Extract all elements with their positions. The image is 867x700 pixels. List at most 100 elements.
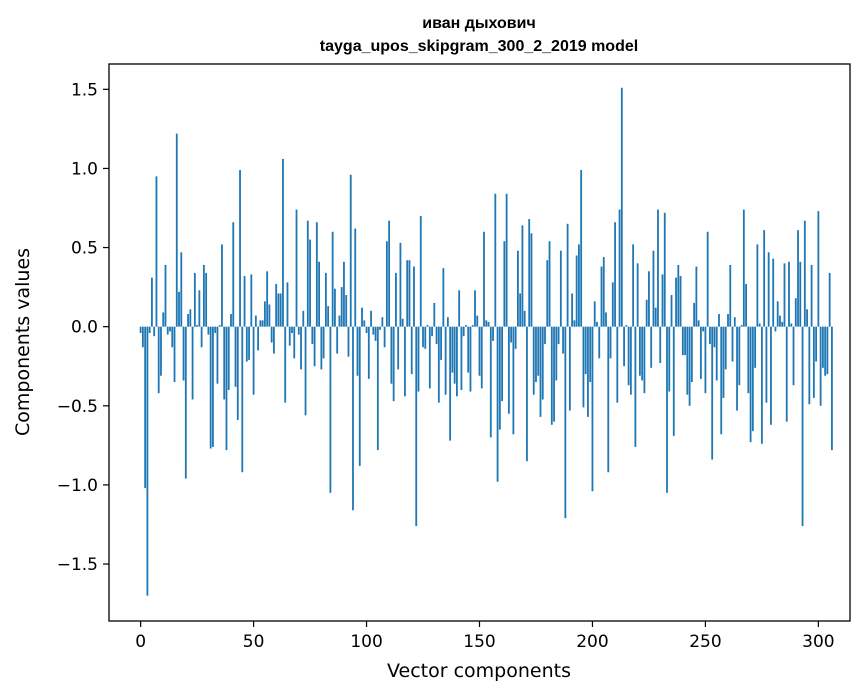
bar-component-185	[557, 326, 560, 345]
bar-component-12	[166, 326, 169, 335]
bar-component-45	[241, 326, 244, 473]
bar-component-256	[718, 314, 720, 327]
bar-component-252	[709, 326, 711, 345]
bar-component-34	[216, 326, 219, 384]
bar-component-187	[562, 326, 564, 354]
bar-component-271	[751, 326, 754, 432]
bar-component-111	[390, 326, 393, 384]
bar-component-138	[451, 326, 454, 373]
bar-component-112	[392, 326, 395, 402]
bar-component-260	[727, 314, 729, 327]
bar-component-167	[517, 250, 519, 327]
bar-component-104	[374, 326, 377, 341]
bar-component-219	[634, 326, 637, 447]
bar-component-228	[654, 307, 657, 327]
bar-component-143	[462, 326, 465, 337]
bar-component-17	[178, 291, 180, 327]
bar-component-76	[311, 326, 314, 345]
bar-component-222	[641, 326, 644, 381]
bar-component-107	[381, 317, 384, 327]
bar-component-118	[406, 260, 409, 327]
bar-component-119	[408, 260, 411, 327]
bar-component-230	[659, 326, 662, 364]
bar-component-276	[763, 230, 766, 327]
bar-component-100	[365, 326, 368, 334]
bar-component-295	[806, 309, 808, 327]
bar-component-283	[779, 315, 781, 327]
y-tick-label: −0.5	[57, 397, 98, 417]
bar-component-39	[227, 326, 230, 390]
bar-component-207	[607, 326, 610, 473]
bar-component-4	[148, 326, 151, 334]
bar-component-58	[270, 326, 273, 343]
bar-component-191	[571, 293, 574, 327]
ticks-layer: 0 50 100 150 200 250 300 −1.5 −1.0 −0.5 0.0 0.5 1.0 1…	[57, 80, 835, 652]
bar-component-227	[652, 250, 655, 327]
bar-component-105	[376, 326, 379, 451]
bar-component-176	[537, 326, 540, 376]
bar-component-75	[309, 239, 311, 327]
x-tick-label: 300	[802, 632, 834, 652]
bar-component-37	[223, 326, 226, 400]
bar-component-29	[205, 272, 208, 327]
bar-component-178	[541, 326, 544, 400]
bar-component-294	[803, 220, 806, 327]
bar-component-189	[566, 223, 569, 327]
bar-component-140	[456, 326, 458, 397]
bar-component-198	[587, 326, 589, 417]
y-tick-label: 0.0	[71, 318, 98, 338]
bar-component-2	[144, 326, 147, 489]
bar-component-285	[783, 263, 786, 327]
bar-component-131	[435, 326, 438, 345]
bar-component-229	[657, 209, 659, 327]
bar-component-215	[625, 325, 628, 327]
bar-component-186	[559, 250, 562, 327]
bar-component-195	[580, 170, 583, 327]
bar-component-255	[715, 326, 718, 381]
bar-component-109	[385, 241, 388, 327]
bar-component-142	[460, 326, 463, 390]
bar-component-9	[160, 326, 162, 376]
bar-component-244	[690, 326, 693, 383]
bar-component-155	[489, 326, 492, 438]
bar-component-150	[478, 326, 481, 376]
bar-component-278	[767, 252, 770, 327]
bar-component-46	[243, 276, 246, 327]
bar-component-157	[494, 193, 497, 327]
bar-component-272	[754, 326, 757, 368]
bar-component-159	[498, 326, 501, 430]
bar-component-284	[781, 321, 784, 327]
bar-component-218	[632, 244, 635, 327]
bar-component-220	[636, 263, 639, 327]
bar-component-114	[397, 326, 400, 370]
bar-component-290	[794, 298, 797, 327]
y-tick-label: 1.5	[71, 80, 98, 100]
bar-component-210	[614, 222, 616, 327]
bar-component-249	[702, 326, 705, 332]
bar-component-102	[370, 310, 372, 327]
bar-component-179	[544, 326, 546, 345]
bar-component-246	[695, 266, 698, 327]
bar-component-259	[724, 326, 727, 370]
bar-component-266	[740, 325, 743, 327]
bar-component-289	[792, 326, 795, 386]
bar-component-50	[252, 326, 255, 395]
bar-component-156	[492, 326, 494, 341]
bar-component-247	[697, 320, 700, 327]
bars-layer	[139, 87, 833, 596]
bar-component-47	[245, 326, 248, 362]
bar-component-304	[826, 326, 829, 375]
bar-component-158	[496, 326, 499, 482]
bar-component-41	[232, 222, 235, 327]
bar-component-205	[602, 257, 605, 327]
bar-component-5	[151, 277, 153, 327]
bar-component-36	[221, 244, 223, 327]
bar-component-196	[582, 326, 585, 408]
bar-component-88	[338, 315, 341, 327]
bar-component-234	[668, 326, 671, 392]
bar-component-250	[704, 326, 707, 394]
bar-component-121	[413, 266, 415, 327]
bar-component-221	[639, 326, 641, 376]
bar-component-206	[605, 312, 607, 327]
